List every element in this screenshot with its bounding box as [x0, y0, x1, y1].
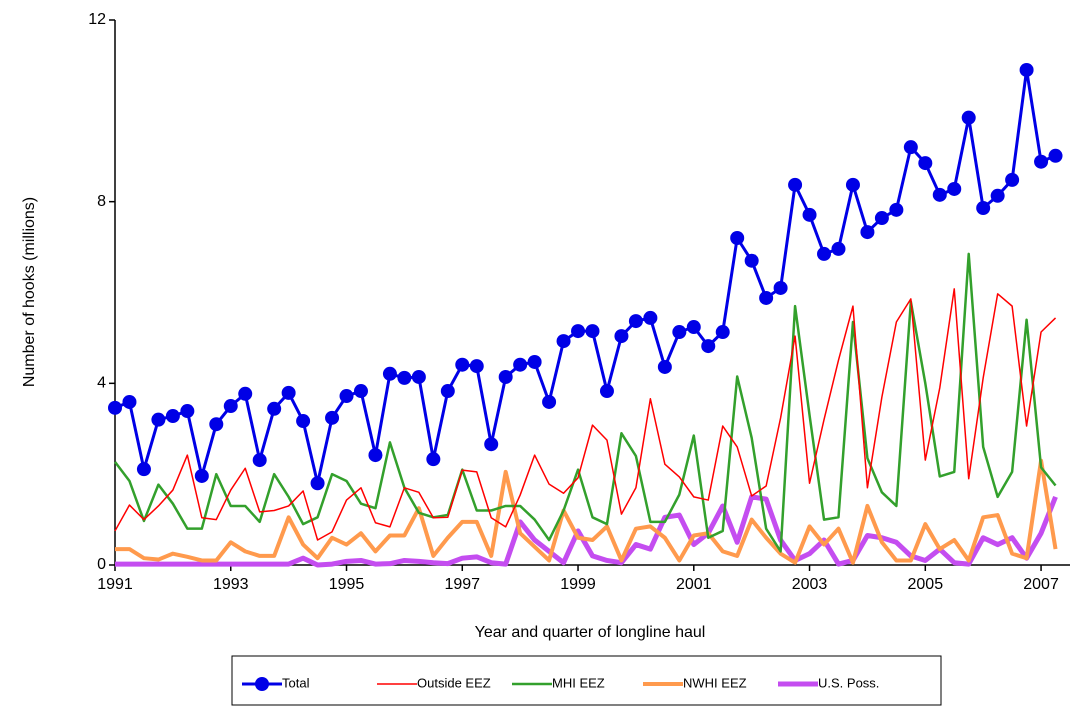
- data-point: [599, 384, 614, 399]
- data-point: [585, 324, 600, 339]
- data-point: [657, 359, 672, 374]
- x-tick-label: 1995: [329, 576, 365, 593]
- x-tick-label: 2007: [1023, 576, 1059, 593]
- data-point: [628, 314, 643, 329]
- data-point: [1048, 148, 1063, 163]
- data-point: [860, 225, 875, 240]
- data-point: [701, 339, 716, 354]
- legend-box: [231, 655, 942, 706]
- data-point: [484, 437, 499, 452]
- x-tick-label: 1997: [444, 576, 480, 593]
- data-point: [889, 202, 904, 217]
- data-point: [165, 409, 180, 424]
- data-point: [108, 400, 122, 415]
- data-point: [571, 324, 586, 339]
- data-point: [1005, 172, 1020, 187]
- x-axis-label: Year and quarter of longline haul: [475, 624, 706, 641]
- data-point: [932, 187, 947, 202]
- data-point: [339, 389, 354, 404]
- data-point: [513, 357, 528, 372]
- data-point: [151, 412, 166, 427]
- data-point: [426, 452, 441, 467]
- data-point: [802, 207, 817, 222]
- data-point: [643, 310, 658, 325]
- data-point: [368, 448, 383, 463]
- data-point: [122, 394, 137, 409]
- x-tick-label: 2005: [908, 576, 944, 593]
- series-line: [114, 288, 1057, 541]
- data-point: [223, 399, 238, 414]
- x-tick-label: 1993: [213, 576, 249, 593]
- data-point: [831, 241, 846, 256]
- data-point: [715, 325, 730, 340]
- data-point: [976, 201, 991, 216]
- data-point: [686, 320, 701, 335]
- series-line: [114, 68, 1057, 485]
- data-point: [353, 384, 368, 399]
- data-point: [296, 414, 311, 429]
- data-point: [961, 110, 976, 125]
- data-point: [788, 177, 803, 192]
- series-line: [114, 252, 1057, 553]
- data-point: [759, 290, 774, 305]
- data-point: [281, 385, 296, 400]
- data-point: [730, 231, 745, 245]
- legend-label: NWHI EEZ: [683, 675, 747, 690]
- data-point: [382, 366, 397, 381]
- data-point: [744, 253, 759, 268]
- data-point: [874, 211, 889, 226]
- x-tick-label: 2003: [792, 576, 828, 593]
- x-tick-label: 1999: [560, 576, 596, 593]
- x-tick-label: 2001: [676, 576, 712, 593]
- data-point: [440, 384, 455, 399]
- data-point: [136, 462, 151, 477]
- data-point: [411, 369, 426, 384]
- data-point: [845, 177, 860, 192]
- legend-marker: [255, 677, 269, 691]
- data-point: [990, 188, 1005, 203]
- legend-label: Outside EEZ: [417, 675, 491, 690]
- y-tick-label: 8: [97, 193, 106, 210]
- data-point: [947, 181, 962, 196]
- data-point: [252, 453, 267, 468]
- data-point: [1019, 62, 1034, 77]
- legend-label: MHI EEZ: [552, 675, 605, 690]
- data-point: [542, 394, 557, 409]
- y-tick-label: 0: [97, 556, 106, 573]
- legend-label: U.S. Poss.: [818, 675, 879, 690]
- data-point: [527, 354, 542, 369]
- data-point: [267, 401, 282, 416]
- legend-label: Total: [282, 675, 310, 690]
- y-tick-label: 4: [97, 375, 106, 392]
- x-tick-label: 1991: [97, 576, 133, 593]
- data-point: [556, 334, 571, 349]
- data-point: [180, 404, 195, 419]
- data-point: [194, 468, 209, 483]
- data-point: [918, 156, 933, 171]
- y-tick-label: 12: [88, 11, 106, 28]
- data-point: [325, 410, 340, 425]
- data-point: [1034, 154, 1049, 169]
- series-line: [115, 458, 1058, 565]
- series-line: [115, 494, 1058, 568]
- data-point: [209, 417, 224, 432]
- data-point: [773, 280, 788, 295]
- data-point: [817, 246, 832, 261]
- data-point: [238, 386, 253, 401]
- data-point: [469, 359, 484, 374]
- y-axis-label: Number of hooks (millions): [21, 197, 38, 387]
- data-point: [614, 329, 629, 344]
- data-point: [455, 357, 470, 372]
- data-point: [310, 476, 325, 491]
- data-point: [903, 140, 918, 155]
- data-point: [397, 370, 412, 385]
- data-point: [672, 325, 687, 340]
- data-point: [498, 369, 513, 384]
